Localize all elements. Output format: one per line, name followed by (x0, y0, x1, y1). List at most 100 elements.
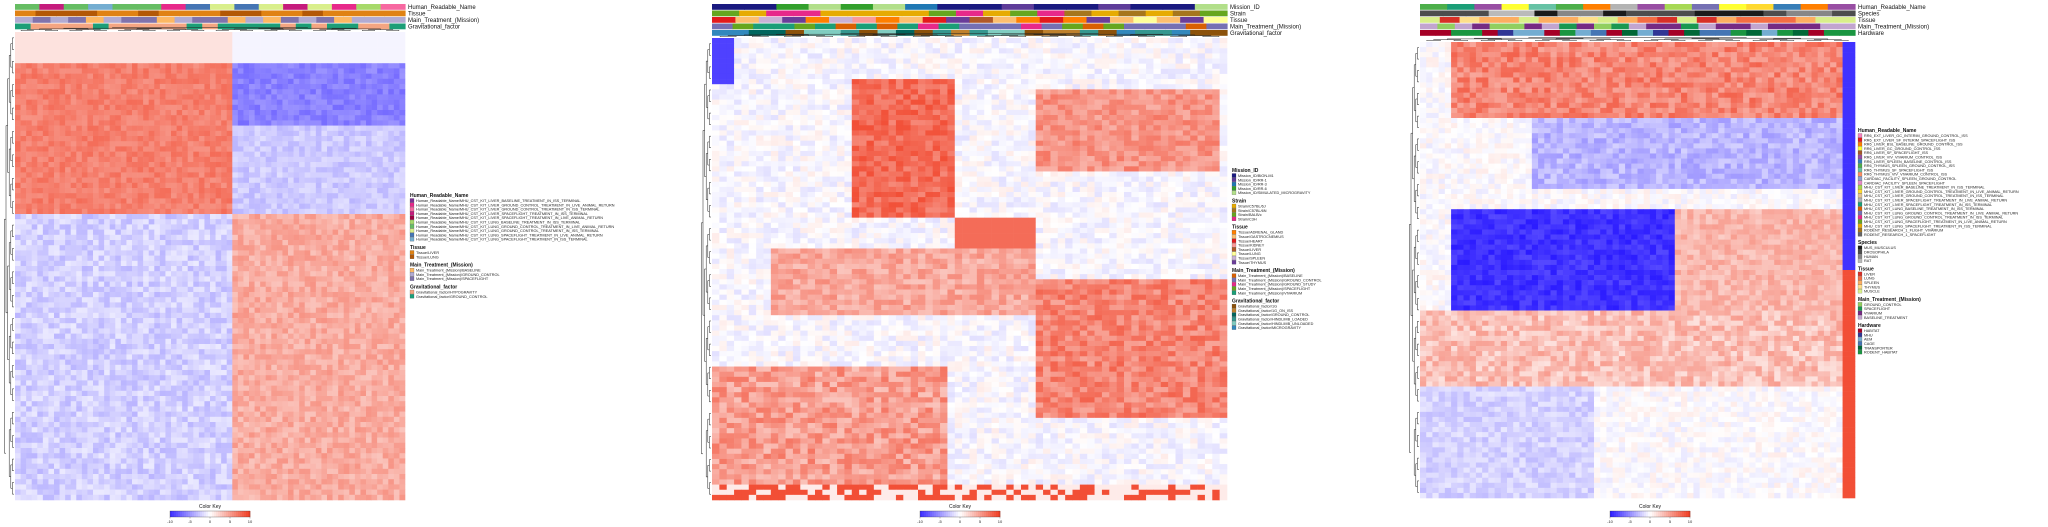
heatmap-cell (354, 255, 361, 262)
heatmap-cell (159, 240, 166, 246)
heatmap-cell (132, 312, 138, 319)
heatmap-cell (120, 110, 127, 116)
heatmap-cell (282, 94, 289, 100)
heatmap-cell (360, 214, 367, 220)
heatmap-cell (338, 266, 345, 272)
heatmap-cell (382, 136, 389, 142)
heatmap-cell (65, 245, 72, 251)
heatmap-cell (204, 344, 211, 350)
heatmap-cell (87, 94, 94, 100)
heatmap-cell (15, 162, 21, 168)
heatmap-cell (176, 151, 183, 158)
heatmap-cell (304, 292, 311, 298)
heatmap-cell (221, 266, 228, 272)
heatmap-cell (26, 354, 33, 360)
heatmap-cell (237, 390, 244, 397)
heatmap-cell (165, 302, 172, 308)
heatmap-cell (104, 380, 111, 386)
heatmap-cell (388, 115, 395, 121)
heatmap-cell (232, 240, 239, 246)
heatmap-cell (315, 224, 322, 230)
heatmap-cell (254, 136, 261, 142)
heatmap-cell (193, 42, 200, 48)
heatmap-cell (143, 281, 150, 288)
heatmap-cell (315, 307, 322, 314)
heatmap-cell (154, 110, 161, 116)
heatmap-cell (104, 385, 111, 392)
heatmap-cell (221, 260, 228, 267)
heatmap-cell (26, 78, 33, 85)
heatmap-cell (260, 73, 267, 80)
heatmap-cell (204, 364, 211, 371)
heatmap-cell (254, 78, 261, 85)
heatmap-cell (104, 292, 111, 298)
heatmap-cell (15, 198, 21, 204)
heatmap-cell (42, 78, 49, 85)
heatmap-cell (65, 385, 72, 392)
heatmap-cell (15, 318, 21, 324)
heatmap-cell (288, 167, 294, 173)
heatmap-cell (109, 136, 116, 142)
heatmap-cell (198, 115, 205, 121)
heatmap-cell (165, 193, 172, 199)
heatmap-cell (87, 281, 94, 288)
heatmap-cell (332, 260, 339, 267)
heatmap-cell (37, 266, 44, 272)
heatmap-cell (349, 162, 356, 168)
heatmap-cell (360, 281, 367, 288)
heatmap-cell (109, 260, 116, 267)
heatmap-cell (37, 312, 44, 319)
heatmap-cell (148, 375, 155, 381)
heatmap-cell (54, 68, 60, 74)
heatmap-cell (182, 198, 189, 204)
heatmap-cell (193, 208, 200, 215)
heatmap-cell (198, 354, 205, 360)
heatmap-cell (126, 364, 133, 371)
heatmap-cell (137, 271, 144, 277)
heatmap-cell (76, 151, 83, 158)
heatmap-cell (31, 302, 38, 308)
heatmap-cell (349, 240, 356, 246)
heatmap-cell (87, 203, 94, 210)
heatmap-cell (265, 78, 272, 85)
heatmap-cell (204, 120, 211, 126)
heatmap-cell (193, 73, 200, 80)
heatmap-cell (288, 240, 294, 246)
heatmap-cell (31, 312, 38, 319)
heatmap-cell (360, 312, 367, 319)
heatmap-cell (59, 141, 66, 147)
heatmap-cell (388, 78, 395, 85)
heatmap-cell (371, 255, 378, 262)
heatmap-cell (226, 120, 233, 126)
heatmap-cell (37, 260, 44, 267)
heatmap-cell (48, 94, 55, 100)
heatmap-cell (204, 47, 211, 54)
heatmap-cell (76, 344, 83, 350)
heatmap-cell (54, 172, 60, 178)
heatmap-cell (98, 99, 105, 106)
heatmap-cell (399, 214, 406, 220)
heatmap-cell (232, 375, 239, 381)
heatmap-cell (299, 162, 306, 168)
heatmap-cell (65, 260, 72, 267)
heatmap-cell (115, 130, 122, 137)
heatmap-cell (182, 162, 189, 168)
heatmap-cell (204, 110, 211, 116)
heatmap-cell (226, 229, 233, 236)
heatmap-cell (299, 52, 306, 59)
heatmap-cell (366, 99, 372, 106)
heatmap-cell (20, 396, 27, 402)
heatmap-cell (37, 141, 44, 147)
heatmap-cell (48, 323, 55, 329)
heatmap-cell (31, 141, 38, 147)
heatmap-cell (187, 151, 194, 158)
annotation-cell (15, 17, 34, 23)
heatmap-cell (93, 84, 99, 90)
heatmap-cell (182, 375, 189, 381)
heatmap-cell (26, 94, 33, 100)
heatmap-cell (332, 224, 339, 230)
heatmap-cell (232, 177, 239, 184)
heatmap-cell (276, 260, 283, 267)
heatmap-cell (304, 141, 311, 147)
annotation-cell (124, 23, 141, 30)
